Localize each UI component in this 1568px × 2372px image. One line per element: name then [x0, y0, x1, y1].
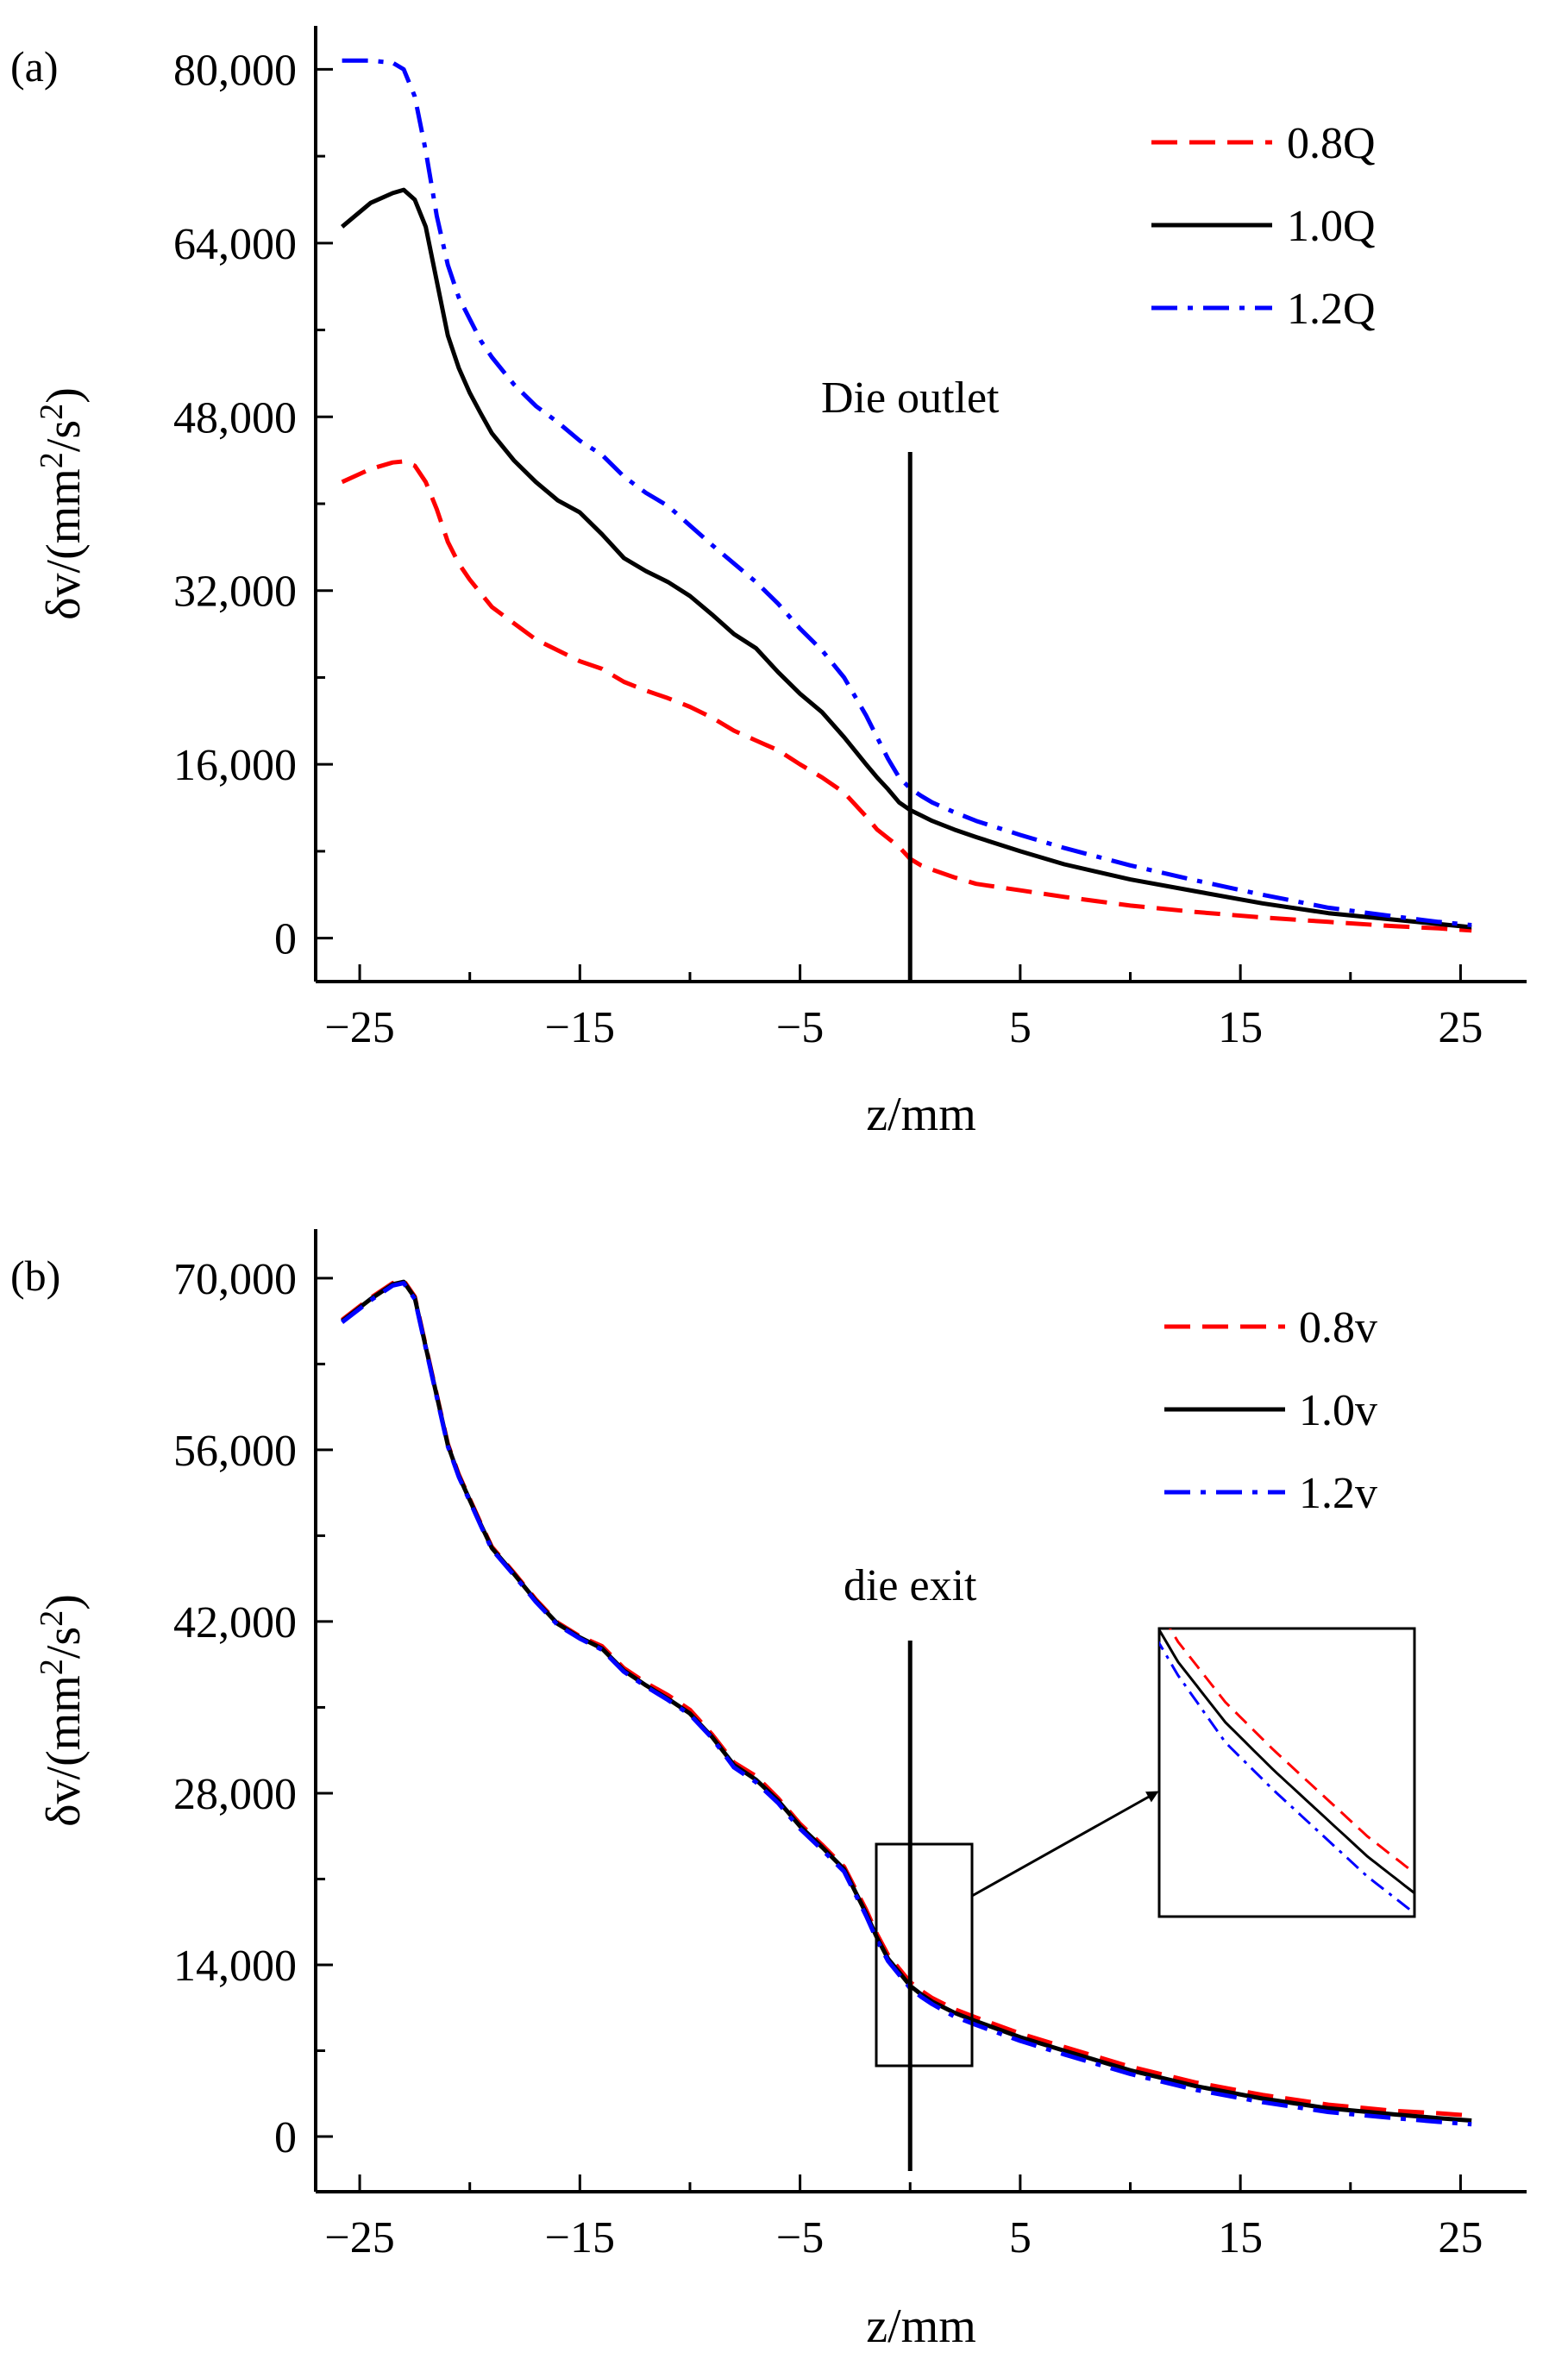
inset-line-1-0v: [1159, 1628, 1414, 1895]
inset-series-group: [1159, 1628, 1414, 1916]
legend-label-1-2Q: 1.2Q: [1287, 285, 1376, 334]
y-tick-label: 32,000: [173, 568, 297, 617]
inset-frame: [1157, 1627, 1416, 1918]
series-line-0-8Q: [341, 459, 1472, 933]
series-line-1-2v: [341, 1281, 1472, 2127]
y-axis-title-a: δv/(mm2/s2): [34, 387, 91, 620]
legend-label-0-8v: 0.8v: [1299, 1303, 1377, 1352]
x-tick-label: 15: [1218, 1003, 1263, 1052]
x-tick-label: −5: [776, 2213, 824, 2262]
y-tick-label: 0: [274, 2113, 297, 2162]
die-outlet-label: Die outlet: [821, 373, 1000, 423]
x-axis-title-a: z/mm: [866, 1088, 976, 1141]
y-tick-label: 16,000: [173, 741, 297, 790]
series-line-0-8v: [341, 1278, 1472, 2118]
y-tick-label: 14,000: [173, 1942, 297, 1991]
y-tick-label: 0: [274, 915, 297, 964]
panel-label-b: (b): [10, 1252, 60, 1300]
legend-label-1-0Q: 1.0Q: [1287, 202, 1376, 251]
legend-label-0-8Q: 0.8Q: [1287, 119, 1376, 168]
x-tick-label: −5: [776, 1003, 824, 1052]
legend-label-1-0v: 1.0v: [1299, 1386, 1377, 1435]
y-tick-label: 42,000: [173, 1598, 297, 1647]
x-tick-label: 15: [1218, 2213, 1263, 2262]
legend-b: 0.8v 1.0v 1.2v: [1164, 1303, 1377, 1518]
y-axis-ticks-a: 0 16,000 32,000 48,000 64,000 80,000: [173, 46, 333, 964]
y-tick-label: 64,000: [173, 220, 297, 269]
x-axis-ticks-b: −25 −15 −5 5 15 25: [324, 2174, 1483, 2262]
legend-label-1-2v: 1.2v: [1299, 1469, 1377, 1518]
inset-line-0-8v: [1169, 1628, 1414, 1875]
x-tick-label: −25: [324, 2213, 394, 2262]
y-tick-label: 70,000: [173, 1255, 297, 1304]
y-tick-label: 48,000: [173, 393, 297, 442]
y-axis-ticks-b: 0 14,000 28,000 42,000 56,000 70,000: [173, 1255, 333, 2162]
x-axis-ticks-a: −25 −15 −5 5 15 25: [324, 964, 1483, 1052]
y-tick-label: 56,000: [173, 1427, 297, 1476]
series-group-b: [341, 1278, 1472, 2127]
x-axis-title-b: z/mm: [866, 2300, 976, 2353]
zoom-arrow: [971, 1791, 1159, 1898]
x-tick-label: 25: [1438, 1003, 1483, 1052]
zoom-region-box: [875, 1842, 974, 2068]
panel-label-a: (a): [10, 42, 59, 91]
x-tick-label: 25: [1438, 2213, 1483, 2262]
legend-a: 0.8Q 1.0Q 1.2Q: [1151, 119, 1376, 334]
series-line-1-2Q: [342, 58, 1472, 927]
x-tick-label: −15: [545, 2213, 615, 2262]
die-exit-label: die exit: [844, 1561, 977, 1610]
x-tick-label: −15: [545, 1003, 615, 1052]
x-tick-label: 5: [1009, 2213, 1032, 2262]
x-tick-label: 5: [1009, 1003, 1032, 1052]
series-line-1-0Q: [340, 187, 1472, 930]
x-tick-label: −25: [324, 1003, 394, 1052]
y-tick-label: 28,000: [173, 1770, 297, 1819]
series-group-a: [340, 58, 1472, 933]
y-axis-title-b: δv/(mm2/s2): [34, 1594, 91, 1827]
y-tick-label: 80,000: [173, 46, 297, 95]
